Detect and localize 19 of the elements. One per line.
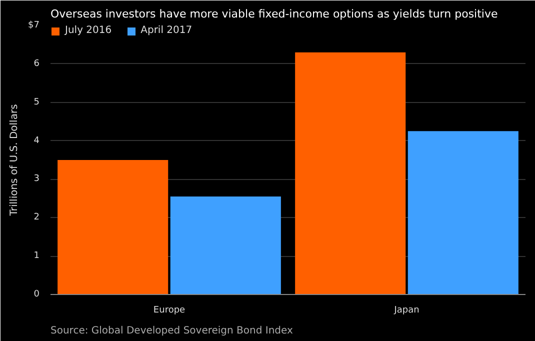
- y-tick-label: 2: [34, 212, 40, 223]
- bar: [295, 52, 406, 294]
- y-axis-title: Trillions of U.S. Dollars: [9, 104, 20, 217]
- legend-label: April 2017: [140, 25, 192, 36]
- bar: [58, 160, 168, 294]
- bar: [170, 196, 281, 294]
- chart-title: Overseas investors have more viable fixed-income options as yields turn positive: [50, 8, 498, 20]
- x-tick-label: Japan: [393, 306, 420, 316]
- source-note: Source: Global Developed Sovereign Bond Index: [50, 326, 293, 336]
- y-tick-label: $7: [28, 20, 40, 30]
- y-tick-label: 6: [34, 58, 40, 69]
- bar: [408, 131, 518, 294]
- x-tick-label: Europe: [153, 306, 186, 316]
- y-tick-label: 1: [34, 251, 40, 262]
- y-tick-label: 0: [34, 290, 40, 300]
- y-tick-label: 4: [34, 136, 40, 146]
- y-tick-label: 3: [34, 174, 40, 184]
- y-tick-label: 5: [34, 97, 40, 108]
- legend-label: July 2016: [65, 25, 112, 36]
